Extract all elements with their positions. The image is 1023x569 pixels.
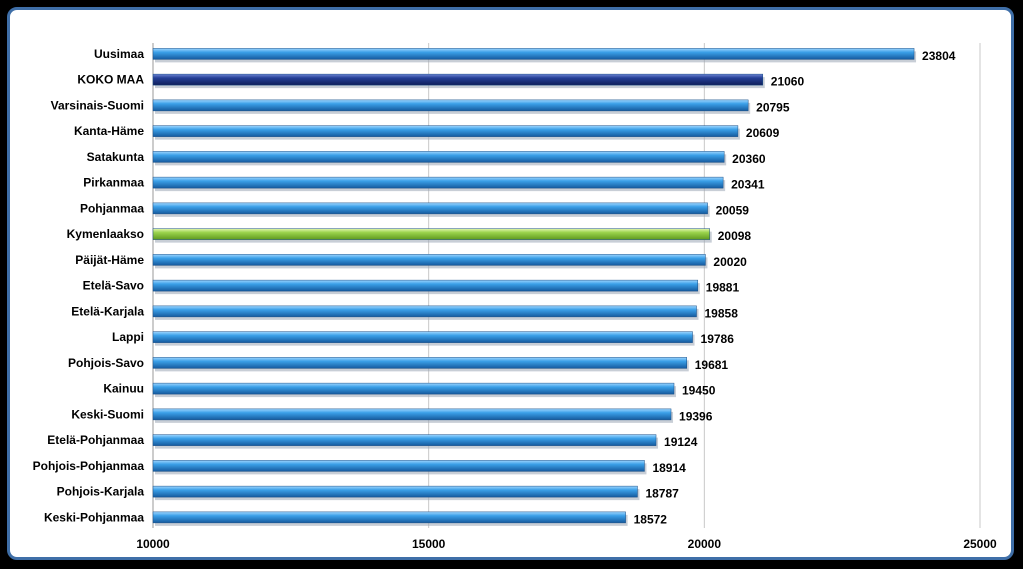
bar (152, 511, 626, 524)
value-label: 19396 (679, 409, 713, 423)
bar (152, 305, 697, 318)
value-label: 21060 (771, 75, 805, 89)
bar (152, 99, 749, 112)
category-label: Lappi (112, 330, 144, 344)
category-label: Keski-Pohjanmaa (44, 510, 144, 524)
x-tick-label: 20000 (688, 537, 722, 551)
bar (152, 460, 645, 472)
value-label: 18914 (652, 461, 686, 475)
bar (152, 382, 675, 395)
value-label: 19858 (705, 306, 739, 320)
value-label: 20098 (718, 229, 752, 243)
value-label: 20795 (756, 100, 790, 114)
bar-chart: 10000 15000 20000 25000 Uusimaa 23804 KOKO MAA… (33, 43, 997, 551)
category-label: Etelä-Pohjanmaa (47, 433, 144, 447)
bar (152, 73, 764, 86)
category-label: Etelä-Savo (83, 279, 144, 293)
category-label: Päijät-Häme (75, 253, 144, 267)
bar (152, 485, 638, 498)
value-label: 19124 (664, 435, 698, 449)
x-tick-label: 10000 (136, 537, 170, 551)
category-label: Kanta-Häme (74, 124, 144, 138)
bar (152, 176, 724, 189)
value-label: 20360 (732, 152, 766, 166)
x-tick-label: 25000 (963, 537, 997, 551)
bar (152, 228, 710, 240)
category-label: Kymenlaakso (67, 227, 144, 241)
value-label: 19786 (701, 332, 735, 346)
bar (152, 254, 706, 266)
value-label: 20059 (716, 203, 750, 217)
category-label: Keski-Suomi (71, 407, 144, 421)
category-label: Satakunta (87, 150, 145, 164)
category-label: KOKO MAA (77, 73, 144, 87)
category-label: Uusimaa (94, 47, 144, 61)
bar (152, 202, 708, 215)
value-label: 20020 (713, 255, 747, 269)
value-label: 18787 (645, 487, 679, 501)
bar (152, 408, 672, 421)
bar (152, 151, 725, 163)
bar (152, 48, 915, 60)
bar (152, 434, 657, 446)
category-label: Pohjanmaa (80, 201, 144, 215)
bar (152, 357, 687, 369)
category-label: Pohjois-Savo (68, 356, 144, 370)
bar (152, 125, 739, 137)
category-label: Etelä-Karjala (71, 304, 144, 318)
value-label: 19881 (706, 281, 740, 295)
chart-frame: 10000 15000 20000 25000 Uusimaa 23804 KOKO MAA… (7, 7, 1014, 560)
x-tick-label: 15000 (412, 537, 446, 551)
value-label: 19450 (682, 384, 716, 398)
category-label: Pohjois-Pohjanmaa (33, 459, 145, 473)
category-label: Kainuu (103, 382, 144, 396)
value-label: 19681 (695, 358, 729, 372)
category-label: Varsinais-Suomi (51, 98, 144, 112)
category-label: Pirkanmaa (83, 176, 144, 190)
value-label: 20609 (746, 126, 780, 140)
value-label: 18572 (634, 512, 668, 526)
value-label: 20341 (731, 178, 765, 192)
value-label: 23804 (922, 49, 956, 63)
bar (152, 331, 693, 343)
category-label: Pohjois-Karjala (57, 485, 145, 499)
bar (152, 279, 699, 292)
